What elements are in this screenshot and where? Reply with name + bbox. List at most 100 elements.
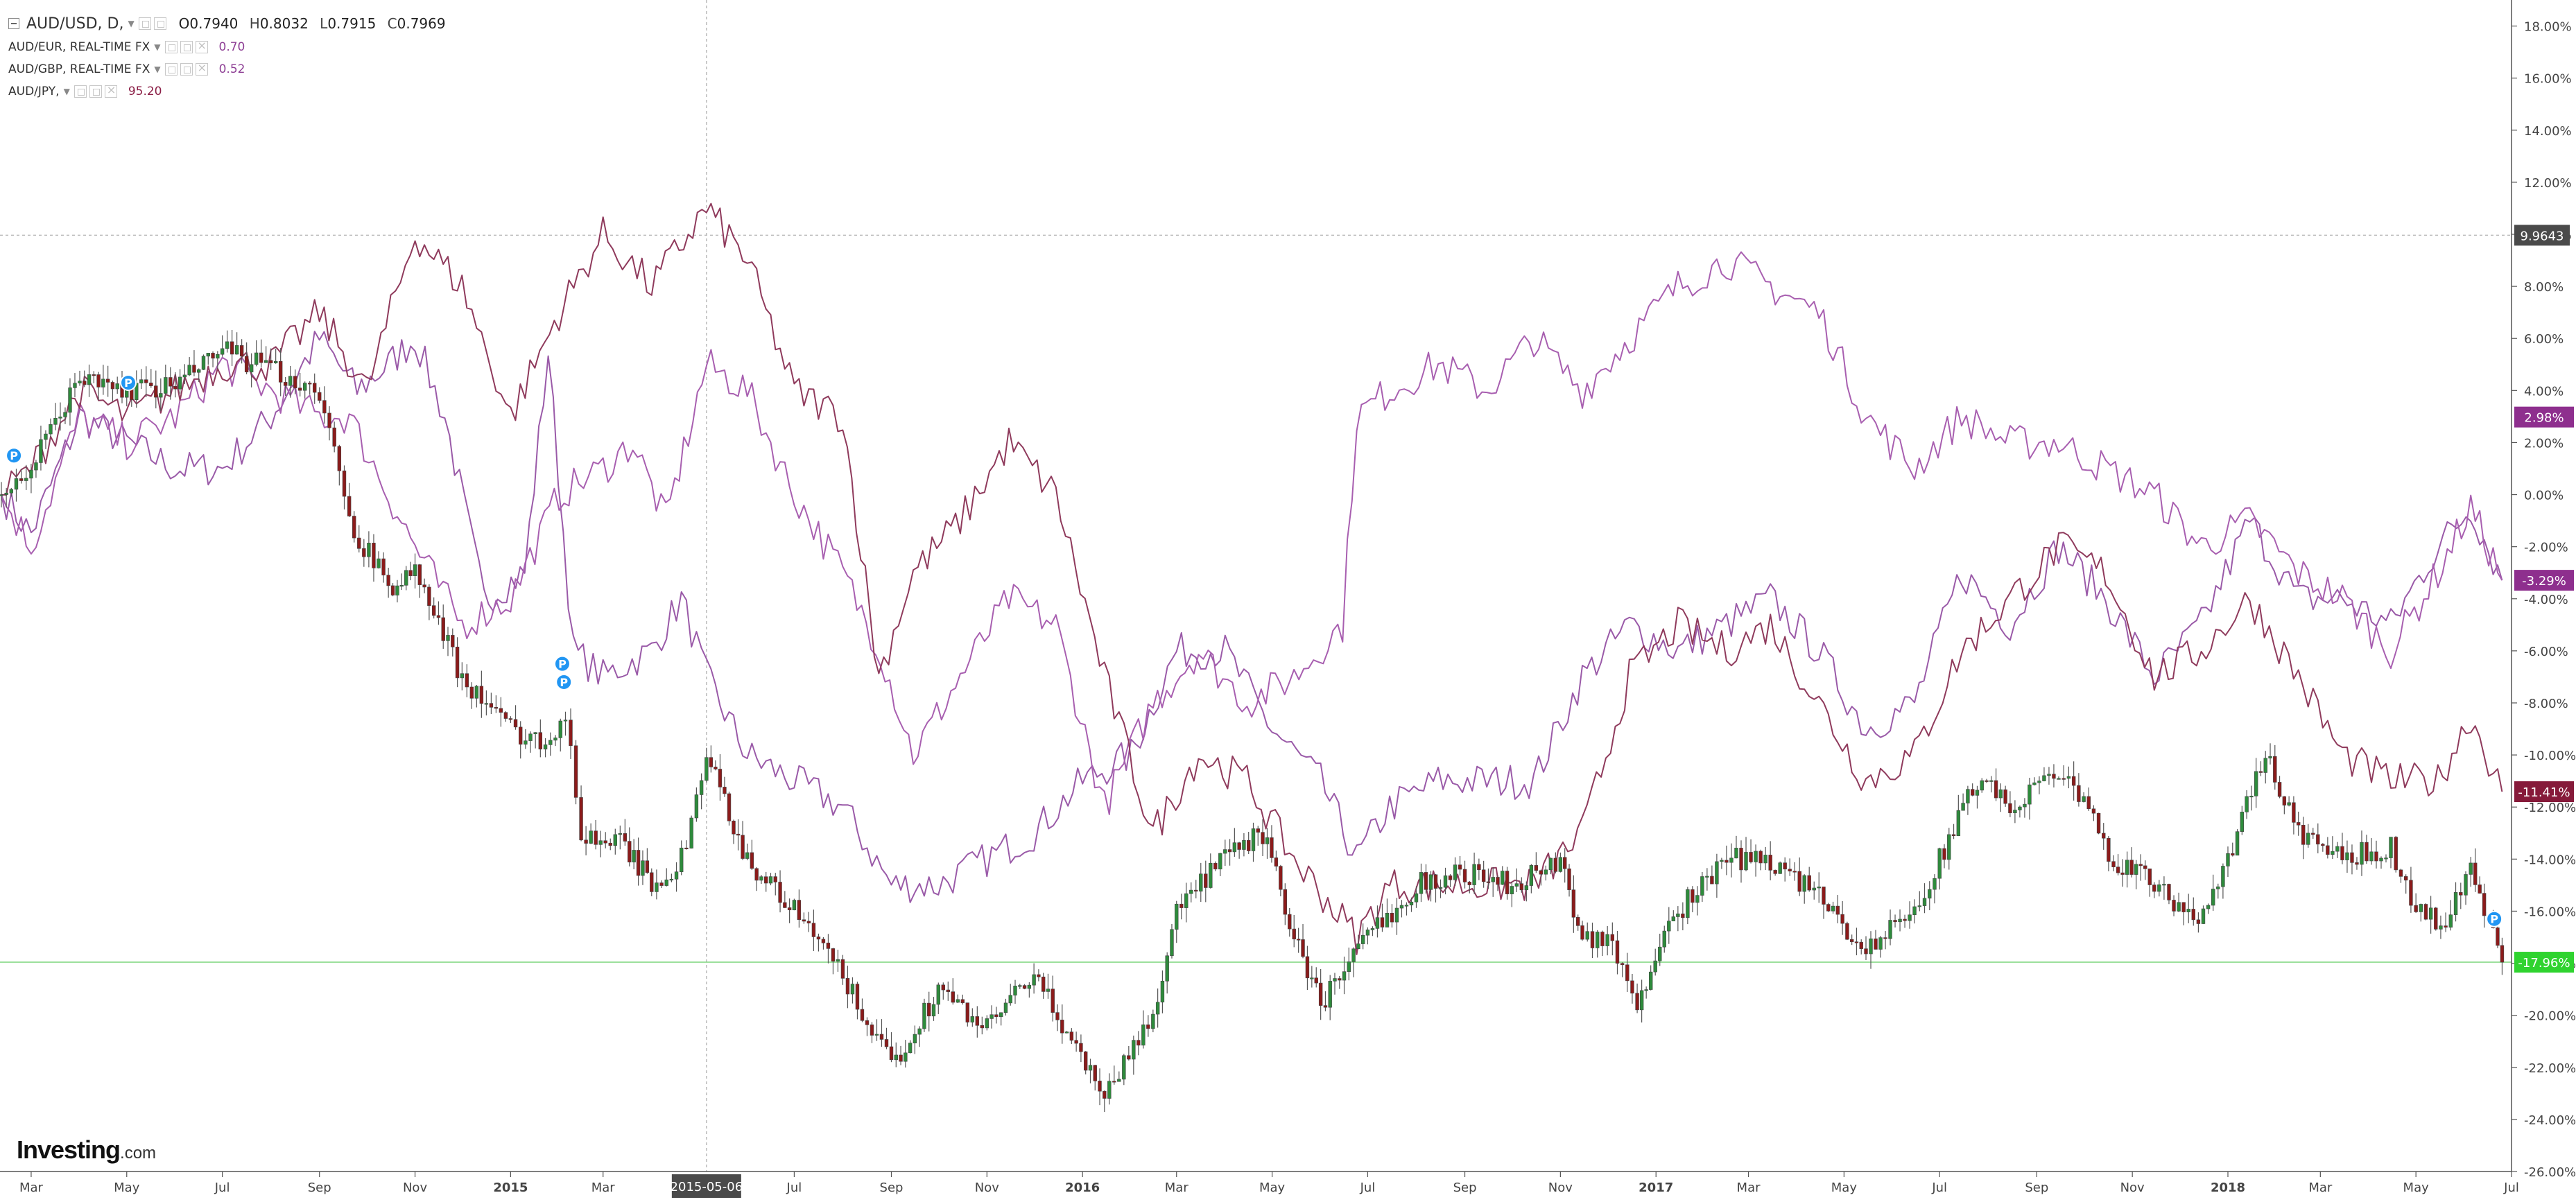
candle-body <box>655 882 659 892</box>
candle-body <box>1812 887 1816 891</box>
candle-body <box>1942 848 1946 860</box>
event-marker[interactable]: P <box>555 673 573 690</box>
close-icon[interactable] <box>104 83 117 98</box>
x-tick-label: May <box>2403 1181 2430 1195</box>
candle-body <box>538 732 543 750</box>
candle-body <box>623 833 628 842</box>
settings-icon[interactable] <box>153 17 166 30</box>
candle-body <box>1083 1051 1088 1071</box>
candle-body <box>2157 884 2161 892</box>
candle-body <box>1888 920 1892 939</box>
event-marker[interactable]: P <box>6 447 23 464</box>
candle-body <box>318 392 322 401</box>
eye-icon[interactable] <box>164 63 178 76</box>
time-scale[interactable]: Mar May Jul Sep Nov 2015 Mar Jul Sep Nov 2016 Mar Ma… <box>0 1171 2519 1198</box>
x-tick-label: Mar <box>2308 1181 2333 1195</box>
last-value-bg <box>2514 781 2574 803</box>
candle-body <box>234 345 239 355</box>
marker-label: P <box>558 658 567 671</box>
candle-body <box>499 708 503 713</box>
eye-icon[interactable] <box>138 17 151 30</box>
candle-body <box>1165 955 1169 982</box>
candle-body <box>1055 1012 1060 1020</box>
candle-body <box>1414 893 1419 903</box>
candle-body <box>278 360 283 383</box>
candle-body <box>816 937 821 940</box>
candle-body <box>2023 803 2027 808</box>
candle-body <box>679 847 684 872</box>
chevron-down-icon[interactable]: ▼ <box>154 42 161 52</box>
candle-body <box>999 1012 1003 1018</box>
eye-icon[interactable] <box>164 41 178 53</box>
candle-body <box>1874 938 1878 950</box>
chevron-down-icon[interactable]: ▼ <box>128 19 135 28</box>
close-value: 0.7969 <box>397 15 446 32</box>
collapse-legend-button[interactable] <box>8 18 19 29</box>
candle-body <box>1635 993 1639 1011</box>
candle-body <box>694 794 699 819</box>
marker-label: P <box>560 676 568 689</box>
event-marker[interactable]: P <box>553 655 571 672</box>
candle-body <box>105 378 110 383</box>
candle-body <box>1155 1002 1160 1015</box>
candle-body <box>1966 789 1970 803</box>
candle-body <box>636 850 641 876</box>
event-marker[interactable]: P <box>2486 910 2503 927</box>
y-tick-label: 18.00% <box>2524 20 2572 35</box>
candle-body <box>1338 978 1342 981</box>
close-icon[interactable] <box>195 61 208 76</box>
candle-body <box>44 433 48 440</box>
candle-body <box>2282 796 2287 805</box>
candle-body <box>1079 1043 1083 1052</box>
candle-body <box>1122 1055 1126 1080</box>
candle-body <box>1585 931 1589 940</box>
candle-body <box>206 353 210 357</box>
comparison-symbol[interactable]: AUD/GBP, REAL-TIME FX <box>8 62 150 76</box>
candle-body <box>283 382 288 386</box>
candle-body <box>2296 822 2301 826</box>
candle-body <box>1676 913 1680 917</box>
comparison-legend-jpy: AUD/JPY, ▼ 95.20 <box>8 80 446 103</box>
candle-body <box>479 686 484 704</box>
candle-body <box>1448 876 1453 880</box>
candle-body <box>669 878 674 881</box>
candle-body <box>674 871 679 880</box>
eye-icon[interactable] <box>74 85 87 98</box>
candle-body <box>494 707 499 709</box>
candle-body <box>2258 771 2263 773</box>
candle-body <box>83 381 87 385</box>
main-symbol[interactable]: AUD/USD, D, <box>26 15 124 33</box>
comparison-symbol[interactable]: AUD/JPY, <box>8 85 60 98</box>
y-tick-label: 16.00% <box>2524 72 2572 87</box>
candle-body <box>451 635 455 647</box>
comparison-symbol[interactable]: AUD/EUR, REAL-TIME FX <box>8 40 150 54</box>
chevron-down-icon[interactable]: ▼ <box>154 64 161 74</box>
candle-body <box>1170 929 1174 957</box>
candle-body <box>1261 832 1265 844</box>
candle-body <box>249 364 254 373</box>
candle-body <box>92 374 96 376</box>
candle-body <box>1720 860 1724 862</box>
candle-body <box>1458 864 1462 870</box>
candle-body <box>417 564 422 585</box>
x-tick-label: Sep <box>1453 1181 1477 1195</box>
settings-icon[interactable] <box>89 85 102 98</box>
candle-body <box>2116 866 2120 873</box>
candle-body <box>1365 930 1370 936</box>
settings-icon[interactable] <box>180 41 193 53</box>
chevron-down-icon[interactable]: ▼ <box>63 87 70 96</box>
candle-body <box>1854 941 1859 943</box>
candle-body <box>352 516 356 539</box>
candle-body <box>1807 875 1811 891</box>
close-icon[interactable] <box>195 39 208 53</box>
candle-body <box>2277 782 2282 797</box>
candle-body <box>1567 868 1571 890</box>
event-marker[interactable]: P <box>120 374 137 392</box>
settings-icon[interactable] <box>180 63 193 76</box>
candle-body <box>870 1025 874 1036</box>
candle-body <box>2052 774 2056 779</box>
candle-body <box>1671 916 1676 922</box>
high-value: 0.8032 <box>259 15 309 32</box>
